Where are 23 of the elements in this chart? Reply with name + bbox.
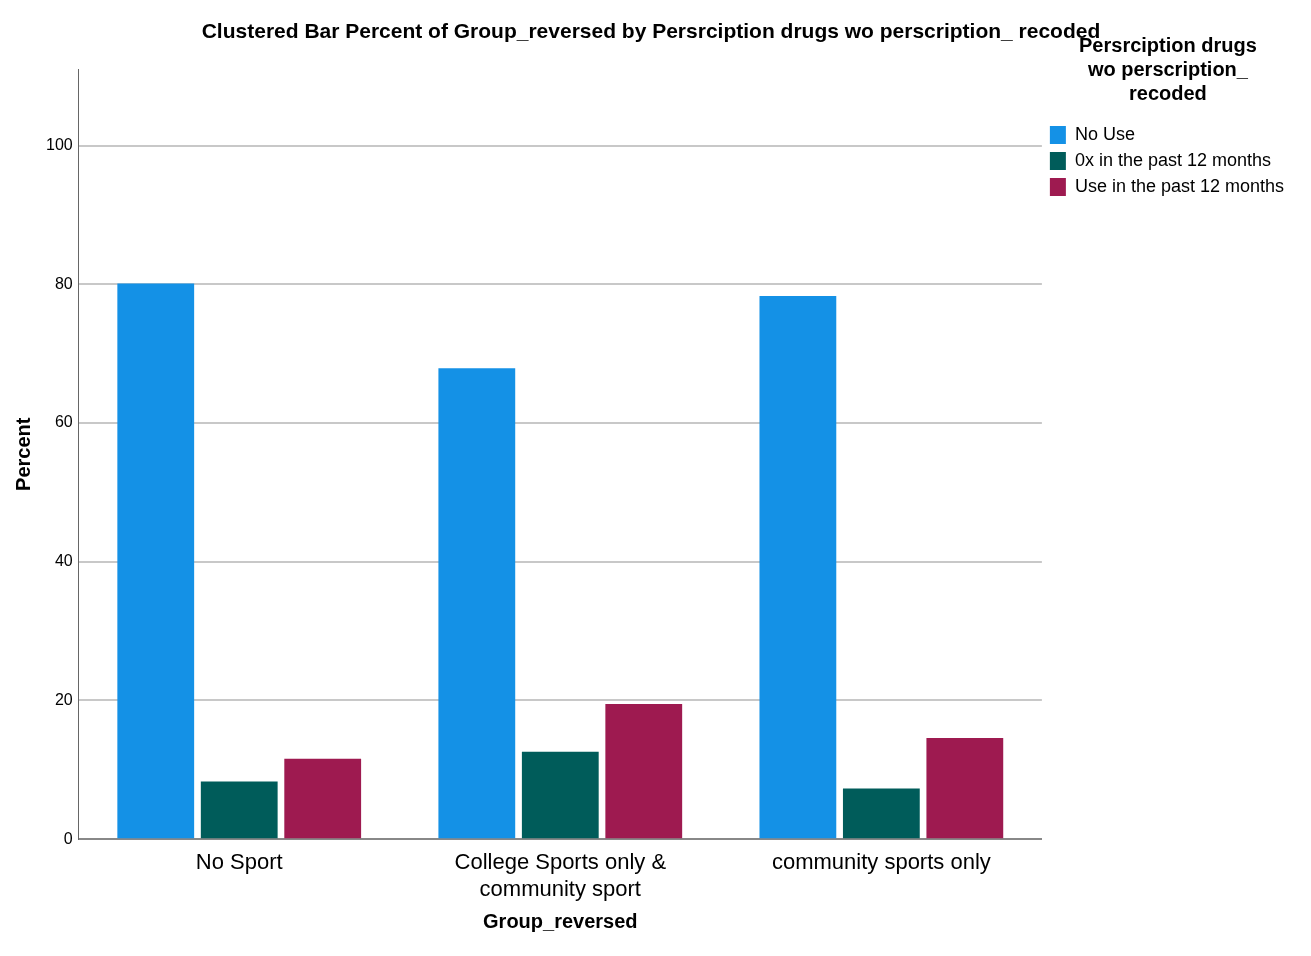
x-tick-label: community sports only bbox=[771, 849, 991, 875]
x-tick-label: No Sport bbox=[195, 849, 283, 875]
bar bbox=[759, 296, 837, 839]
legend-label: Use in the past 12 months bbox=[1074, 175, 1285, 196]
y-tick-label: 0 bbox=[63, 829, 73, 847]
bar bbox=[605, 703, 683, 839]
bar bbox=[200, 781, 278, 839]
y-tick-label: 40 bbox=[54, 552, 73, 570]
bar bbox=[926, 737, 1004, 839]
y-axis-title: Percent bbox=[11, 417, 34, 491]
bar bbox=[117, 283, 195, 839]
y-tick-label: 80 bbox=[54, 274, 73, 292]
y-tick-label: 100 bbox=[45, 135, 73, 153]
bar bbox=[438, 368, 516, 839]
legend-label: No Use bbox=[1074, 123, 1135, 144]
y-tick-label: 60 bbox=[54, 413, 73, 431]
bar bbox=[521, 751, 599, 839]
x-axis-title: Group_reversed bbox=[483, 909, 638, 932]
legend-label: 0x in the past 12 months bbox=[1074, 149, 1272, 170]
x-tick-label: College Sports only & community sport bbox=[454, 849, 667, 901]
bar bbox=[284, 758, 362, 839]
bar bbox=[842, 788, 920, 839]
y-tick-label: 20 bbox=[54, 690, 73, 708]
